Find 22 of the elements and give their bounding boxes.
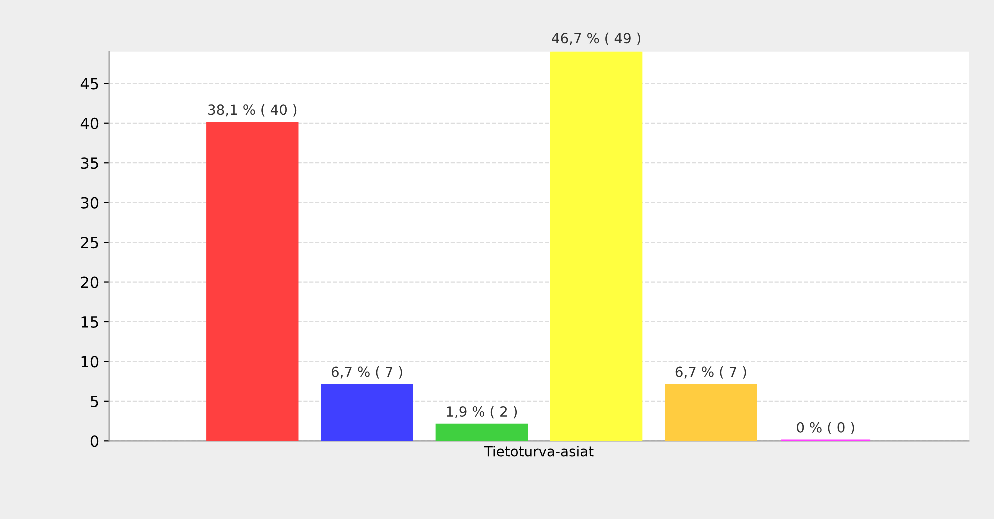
data-label: 46,7 % ( 49 ) [552,32,641,46]
y-tick-label: 40 [80,118,99,130]
y-tick-label: 10 [82,356,99,368]
y-tick-label: 0 [90,436,99,448]
data-label: 38,1 % ( 40 ) [208,104,297,117]
data-label: 6,7 % ( 7 ) [676,366,746,379]
bar [436,424,528,442]
data-label: 6,7 % ( 7 ) [332,366,402,379]
y-tick-label: 30 [81,197,99,209]
bar [206,122,299,442]
data-label: 1,9 % ( 2 ) [447,406,518,419]
y-tick-label: 15 [82,316,98,328]
y-tick-label: 5 [91,396,98,408]
y-tick-label: 45 [80,78,98,90]
data-label: 0 % ( 0 ) [797,422,854,435]
y-tick-label: 25 [81,237,98,249]
bar [665,384,758,442]
bar [321,384,414,442]
bar [550,52,643,442]
y-tick-label: 20 [81,276,99,288]
x-tick-label: Tietoturva-asiat [484,446,594,457]
y-tick-label: 35 [81,158,98,170]
